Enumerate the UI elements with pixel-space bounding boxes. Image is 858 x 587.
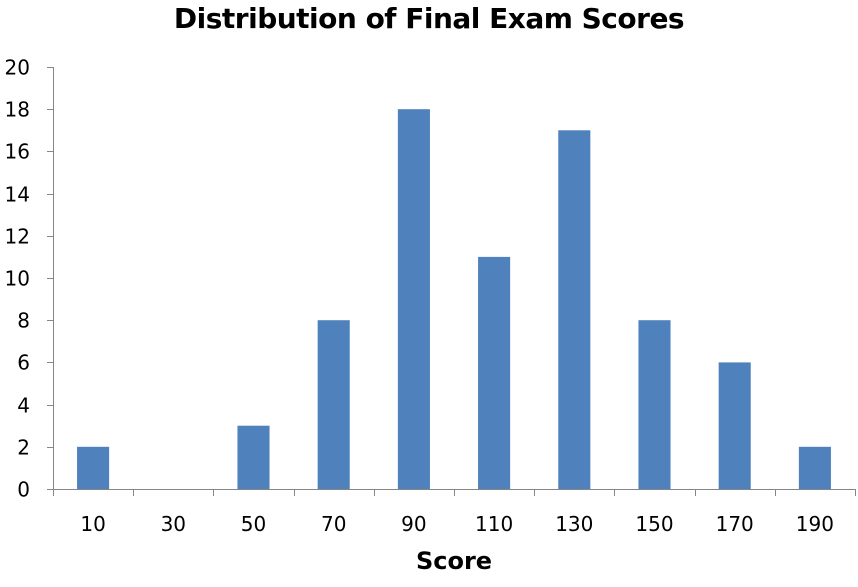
x-tick-label: 190 bbox=[796, 512, 834, 536]
y-tick-label: 2 bbox=[17, 436, 30, 460]
bar-10 bbox=[77, 446, 110, 489]
y-tick-label: 18 bbox=[5, 98, 30, 122]
x-tick-label: 150 bbox=[635, 512, 673, 536]
y-tick-label: 8 bbox=[17, 309, 30, 333]
x-tick-label: 110 bbox=[475, 512, 513, 536]
y-tick-label: 16 bbox=[5, 140, 30, 164]
x-tick-label: 130 bbox=[555, 512, 593, 536]
bar-70 bbox=[317, 320, 350, 489]
bar-190 bbox=[798, 446, 831, 489]
y-tick-label: 10 bbox=[5, 267, 30, 291]
y-tick-label: 4 bbox=[17, 394, 30, 418]
y-tick-label: 6 bbox=[17, 351, 30, 375]
x-tick-label: 70 bbox=[321, 512, 346, 536]
x-tick-label: 90 bbox=[401, 512, 426, 536]
x-tick-label: 10 bbox=[80, 512, 105, 536]
bar-170 bbox=[718, 362, 751, 489]
y-tick-label: 0 bbox=[17, 478, 30, 502]
bar-130 bbox=[558, 130, 591, 490]
y-tick-label: 14 bbox=[5, 183, 30, 207]
x-tick-label: 50 bbox=[241, 512, 266, 536]
bar-50 bbox=[237, 425, 270, 489]
bar-110 bbox=[478, 256, 511, 489]
y-tick-label: 12 bbox=[5, 225, 30, 249]
x-tick-label: 30 bbox=[161, 512, 186, 536]
bar-90 bbox=[397, 109, 430, 489]
x-axis-label: Score bbox=[415, 547, 493, 575]
x-tick-label: 170 bbox=[716, 512, 754, 536]
bar-150 bbox=[638, 320, 671, 489]
chart-title: Distribution of Final Exam Scores bbox=[173, 2, 685, 35]
y-tick-label: 20 bbox=[5, 56, 30, 80]
